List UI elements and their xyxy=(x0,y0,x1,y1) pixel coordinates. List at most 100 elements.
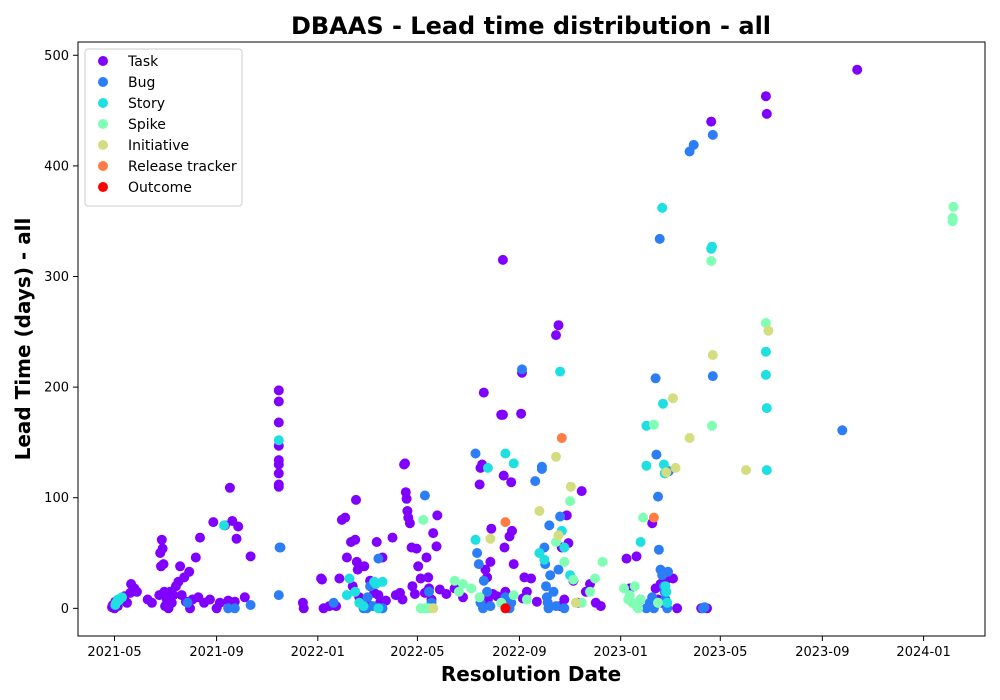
data-point xyxy=(565,496,576,507)
data-point xyxy=(204,594,215,605)
data-point xyxy=(328,597,339,608)
legend-label: Task xyxy=(127,54,159,70)
data-point xyxy=(424,586,434,597)
data-point xyxy=(350,534,361,545)
data-point xyxy=(570,597,581,608)
data-point xyxy=(654,233,665,244)
data-point xyxy=(559,556,570,567)
data-point xyxy=(741,465,751,476)
data-point xyxy=(531,596,542,607)
data-point xyxy=(837,425,848,436)
data-point xyxy=(508,559,519,570)
data-point xyxy=(629,581,640,592)
data-point xyxy=(763,325,774,336)
legend-label: Spike xyxy=(128,117,166,133)
data-point xyxy=(231,533,242,544)
x-tick-label: 2021-09 xyxy=(189,645,243,660)
data-point xyxy=(658,459,669,470)
data-point xyxy=(419,490,430,501)
data-point xyxy=(551,330,561,341)
data-point xyxy=(190,552,201,563)
y-tick-label: 400 xyxy=(44,159,69,174)
data-point xyxy=(539,554,550,565)
data-point xyxy=(428,603,439,614)
plot-frame xyxy=(77,41,986,637)
data-point xyxy=(565,481,576,492)
series-outcome xyxy=(500,603,511,614)
data-point xyxy=(146,597,157,608)
data-point xyxy=(431,541,442,552)
data-point xyxy=(175,561,186,572)
x-tick-label: 2023-09 xyxy=(795,645,849,660)
data-point xyxy=(653,491,663,502)
data-point xyxy=(453,586,464,597)
data-point xyxy=(624,590,635,601)
data-point xyxy=(555,366,566,377)
y-tick-label: 300 xyxy=(44,270,69,285)
data-point xyxy=(351,494,361,505)
data-point xyxy=(852,64,863,75)
series-story xyxy=(110,202,772,614)
legend-marker xyxy=(98,98,108,108)
data-point xyxy=(631,551,642,562)
x-tick-label: 2022-05 xyxy=(390,645,444,660)
data-point xyxy=(273,468,284,479)
data-point xyxy=(478,575,489,586)
data-point xyxy=(760,318,771,328)
data-point xyxy=(482,586,493,597)
legend-label: Outcome xyxy=(128,180,192,196)
data-point xyxy=(273,385,284,396)
legend-label: Initiative xyxy=(128,138,189,154)
data-point xyxy=(658,398,668,409)
legend-label: Release tracker xyxy=(128,159,237,175)
data-point xyxy=(373,603,384,614)
x-axis-title: Resolution Date xyxy=(441,662,621,686)
data-point xyxy=(761,108,772,119)
data-point xyxy=(275,542,286,553)
data-point xyxy=(480,564,491,575)
y-tick-label: 500 xyxy=(44,49,69,64)
data-point xyxy=(497,254,508,265)
data-point xyxy=(556,433,567,443)
data-point xyxy=(482,462,493,473)
legend-marker xyxy=(98,56,108,66)
data-point xyxy=(499,542,510,553)
x-tick-label: 2023-05 xyxy=(693,645,747,660)
data-point xyxy=(219,520,229,531)
data-point xyxy=(470,534,481,545)
data-point xyxy=(590,573,600,584)
data-point xyxy=(224,482,235,493)
data-point xyxy=(507,525,517,536)
data-point xyxy=(543,603,554,614)
data-point xyxy=(585,586,595,597)
data-point xyxy=(619,583,629,594)
legend-box xyxy=(84,48,243,207)
data-point xyxy=(553,320,564,331)
data-point xyxy=(635,537,646,547)
data-point xyxy=(516,408,527,419)
data-point xyxy=(559,594,570,605)
data-point xyxy=(449,575,460,586)
data-point xyxy=(407,581,418,592)
data-point xyxy=(526,573,537,584)
data-point xyxy=(653,597,663,608)
legend-marker xyxy=(98,140,108,150)
legend-label: Story xyxy=(128,96,165,112)
data-point xyxy=(413,561,424,572)
data-point xyxy=(760,91,771,102)
data-point xyxy=(273,590,284,601)
x-tick-label: 2024-01 xyxy=(896,645,950,660)
data-point xyxy=(273,396,284,407)
data-point xyxy=(707,241,717,252)
data-point xyxy=(371,537,382,547)
data-point xyxy=(500,603,511,614)
x-axis: 2021-05 2021-09 2022-01 2022-05 2022-09 2023-… xyxy=(87,636,951,660)
data-point xyxy=(380,595,391,606)
data-point xyxy=(707,129,718,140)
data-point xyxy=(500,517,511,528)
y-axis: 0 100 200 300 400 500 xyxy=(44,49,78,617)
data-point xyxy=(548,586,559,597)
data-point xyxy=(373,553,384,564)
data-point xyxy=(576,486,587,497)
data-point xyxy=(517,364,527,375)
